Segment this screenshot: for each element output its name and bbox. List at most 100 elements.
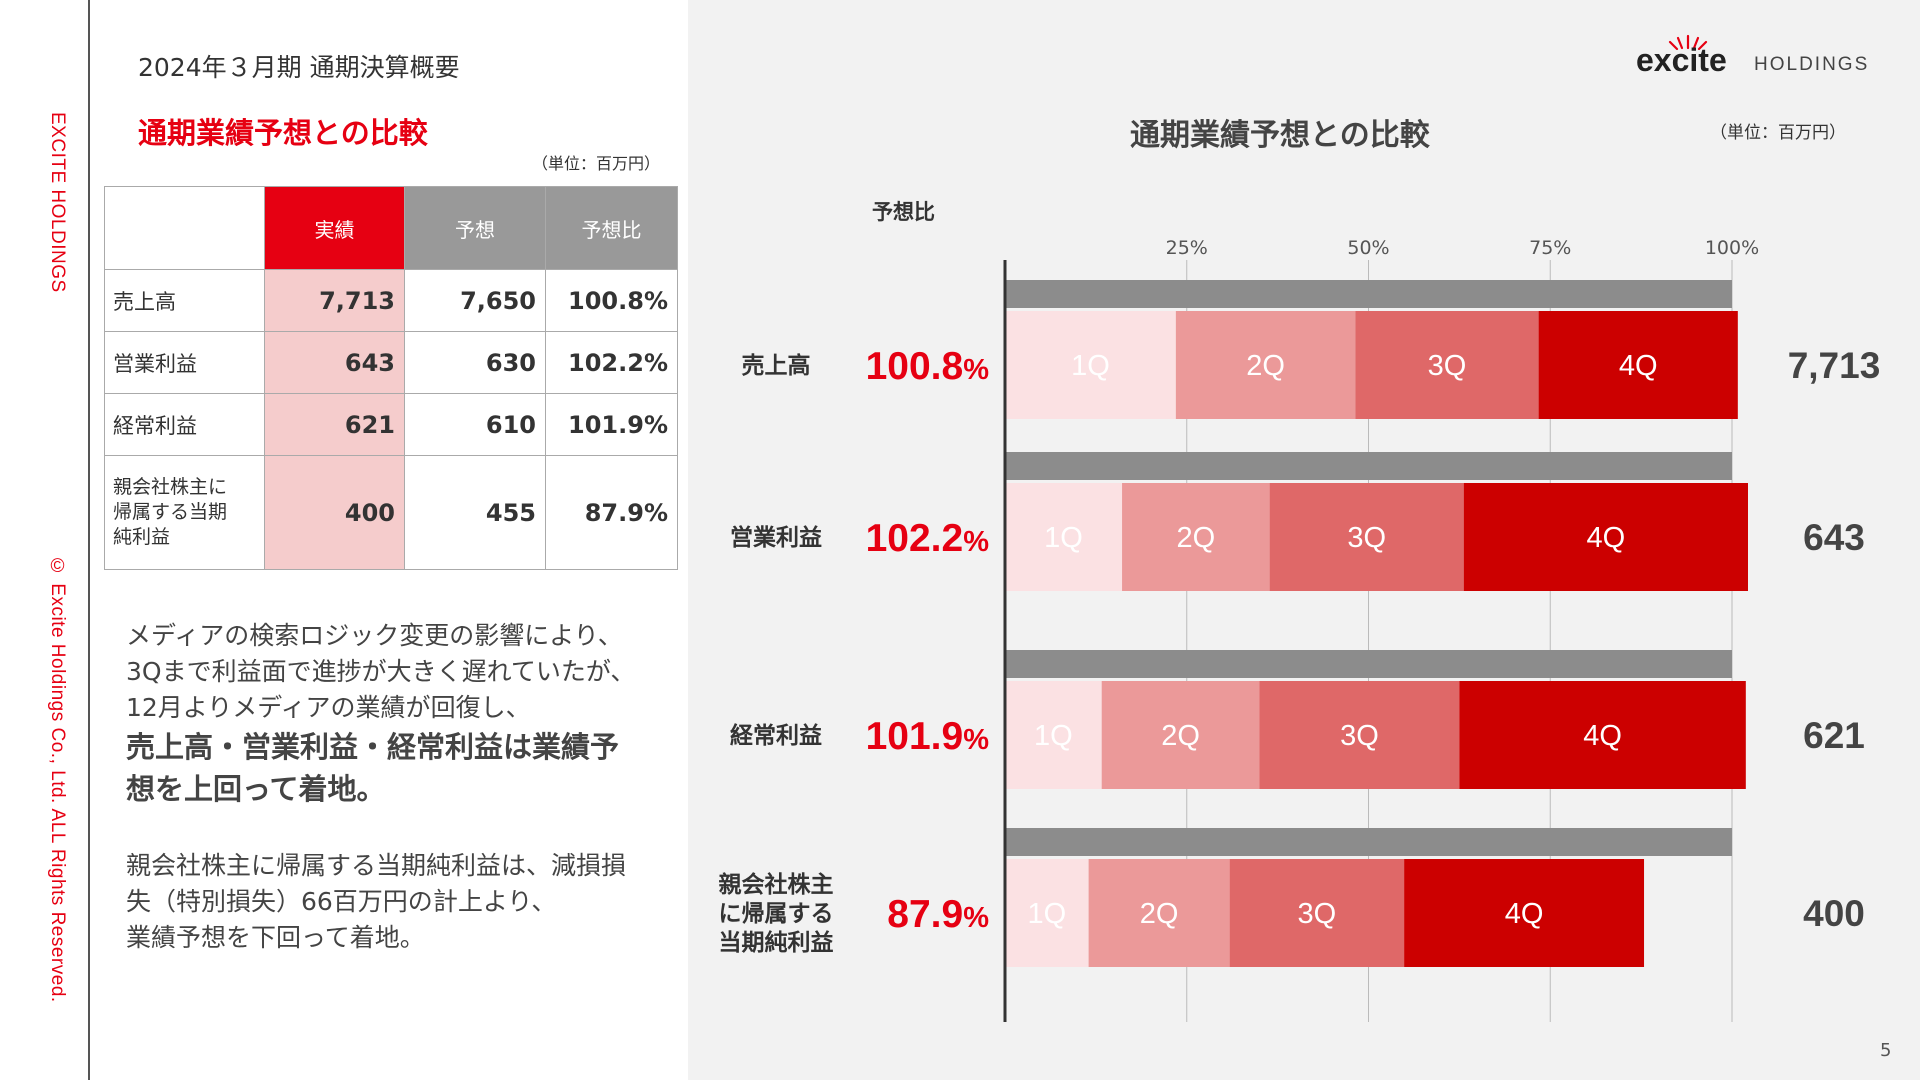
x-tick-label: 25% [1166,237,1208,259]
table-header-forecast: 予想 [404,186,546,270]
row-actual: 621 [264,393,405,456]
x-tick-label: 50% [1347,237,1389,259]
table-row: 売上高 7,713 7,650 100.8% [104,269,678,332]
row-ratio: 101.9% [545,393,678,456]
bar-segment-label: 4Q [1583,720,1622,752]
summary-line: メディアの検索ロジック変更の影響により、 [126,621,623,650]
row-label: 経常利益 [104,393,265,456]
row-forecast: 610 [404,393,546,456]
quarterly-progress-chart: 25% 50% 75% 100% 1Q 2Q 3Q 4Q 売上高 100.8% 7,713 1Q 2Q 3… [719,237,1881,1022]
net-income-line: 業績予想を下回って着地。 [126,923,425,952]
bar-segment-4q [1538,311,1738,419]
row-label: 売上高 [104,269,265,332]
row-label-line: 親会社株主に [113,476,228,498]
summary-line: 12月よりメディアの業績が回復し、 [126,693,531,722]
ratio-value: 100.8% [866,345,990,388]
row-label: 営業利益 [104,331,265,394]
bar-segment-4q [1459,681,1746,789]
ratio-number: 101.9 [866,715,964,758]
bar-segment-3q [1259,681,1460,789]
summary-paragraph: メディアの検索ロジック変更の影響により、 3Qまで利益面で進捗が大きく遅れていた… [126,618,635,726]
row-label-line: 純利益 [113,526,171,548]
row-forecast: 455 [404,455,546,570]
bar-segment-2q [1101,681,1260,789]
bar-segment-label: 2Q [1246,350,1285,382]
ratio-unit: % [963,724,989,756]
forecast-bar [1005,452,1732,480]
bar-segment-3q [1269,483,1464,591]
ratio-unit: % [963,526,989,558]
table-row: 経常利益 621 610 101.9% [104,393,678,456]
bar-segment-label: 3Q [1298,898,1337,930]
chart-title: 通期業績予想との比較 [1130,118,1430,153]
side-divider [88,0,90,1080]
net-income-line: 失（特別損失）66百万円の計上より、 [126,887,557,916]
bar-segment-label: 2Q [1140,898,1179,930]
ratio-value: 102.2% [866,517,990,560]
bar-segment-1q [1005,483,1123,591]
bar-segment-1q [1005,859,1089,967]
category-label: 営業利益 [730,524,822,551]
bar-segment-label: 3Q [1428,350,1467,382]
left-heading: 通期業績予想との比較 [138,116,428,150]
table-header-blank [104,186,265,270]
bar-segment-label: 2Q [1176,522,1215,554]
forecast-bar [1005,280,1732,308]
ratio-unit: % [963,902,989,934]
total-value: 400 [1803,893,1865,934]
forecast-bar [1005,650,1732,678]
bar-segment-label: 2Q [1161,720,1200,752]
bar-segment-1q [1005,681,1102,789]
row-ratio: 102.2% [545,331,678,394]
category-label: 当期純利益 [719,929,834,956]
chart-unit: （単位：百万円） [1710,123,1846,143]
row-ratio: 87.9% [545,455,678,570]
row-forecast: 630 [404,331,546,394]
total-value: 621 [1803,715,1865,756]
bar-segment-3q [1355,311,1539,419]
ratio-value: 87.9% [887,893,989,936]
row-label-line: 帰属する当期 [113,501,228,523]
forecast-bar [1005,828,1732,856]
x-tick-label: 100% [1705,237,1759,259]
section-title: 2024年３月期 通期決算概要 [138,53,460,82]
logo-burst-icon [1668,34,1708,50]
bar-segment-label: 4Q [1587,522,1626,554]
x-tick-label: 75% [1529,237,1571,259]
total-value: 643 [1803,517,1865,558]
bar-segment-2q [1122,483,1270,591]
bar-segment-label: 1Q [1027,898,1066,930]
summary-highlight-line: 売上高・営業利益・経常利益は業績予 [126,730,620,764]
row-forecast: 7,650 [404,269,546,332]
row-actual: 643 [264,331,405,394]
table-header-actual: 実績 [264,186,405,270]
ratio-value: 101.9% [866,715,990,758]
ratio-number: 87.9 [887,893,963,936]
page-number: 5 [1880,1040,1892,1061]
total-value: 7,713 [1788,345,1881,386]
bar-segment-4q [1404,859,1645,967]
category-label: 親会社株主 [719,871,834,898]
bar-segment-label: 4Q [1505,898,1544,930]
table-header-row: 実績 予想 予想比 [104,186,678,270]
bar-segment-label: 1Q [1034,720,1073,752]
results-table: 実績 予想 予想比 売上高 7,713 7,650 100.8% 営業利益 64… [104,186,678,570]
summary-line: 3Qまで利益面で進捗が大きく遅れていたが、 [126,657,636,686]
logo-word: excite [1636,42,1727,78]
logo-holdings: HOLDINGS [1754,54,1870,75]
bar-segment-label: 4Q [1619,350,1658,382]
bar-segment-label: 3Q [1347,522,1386,554]
row-actual: 7,713 [264,269,405,332]
row-actual: 400 [264,455,405,570]
bar-segment-label: 3Q [1340,720,1379,752]
bar-segment-1q [1005,311,1176,419]
summary-highlight-line: 想を上回って着地。 [126,772,386,806]
table-header-ratio: 予想比 [545,186,678,270]
ratio-number: 102.2 [866,517,964,560]
table-row: 親会社株主に 帰属する当期 純利益 400 455 87.9% [104,455,678,570]
category-label: に帰属する [719,901,834,927]
left-unit: （単位：百万円） [532,154,661,173]
side-strip: EXCITE HOLDINGS © Excite Holdings Co., L… [0,0,88,1080]
bar-segment-3q [1229,859,1405,967]
table-row: 営業利益 643 630 102.2% [104,331,678,394]
